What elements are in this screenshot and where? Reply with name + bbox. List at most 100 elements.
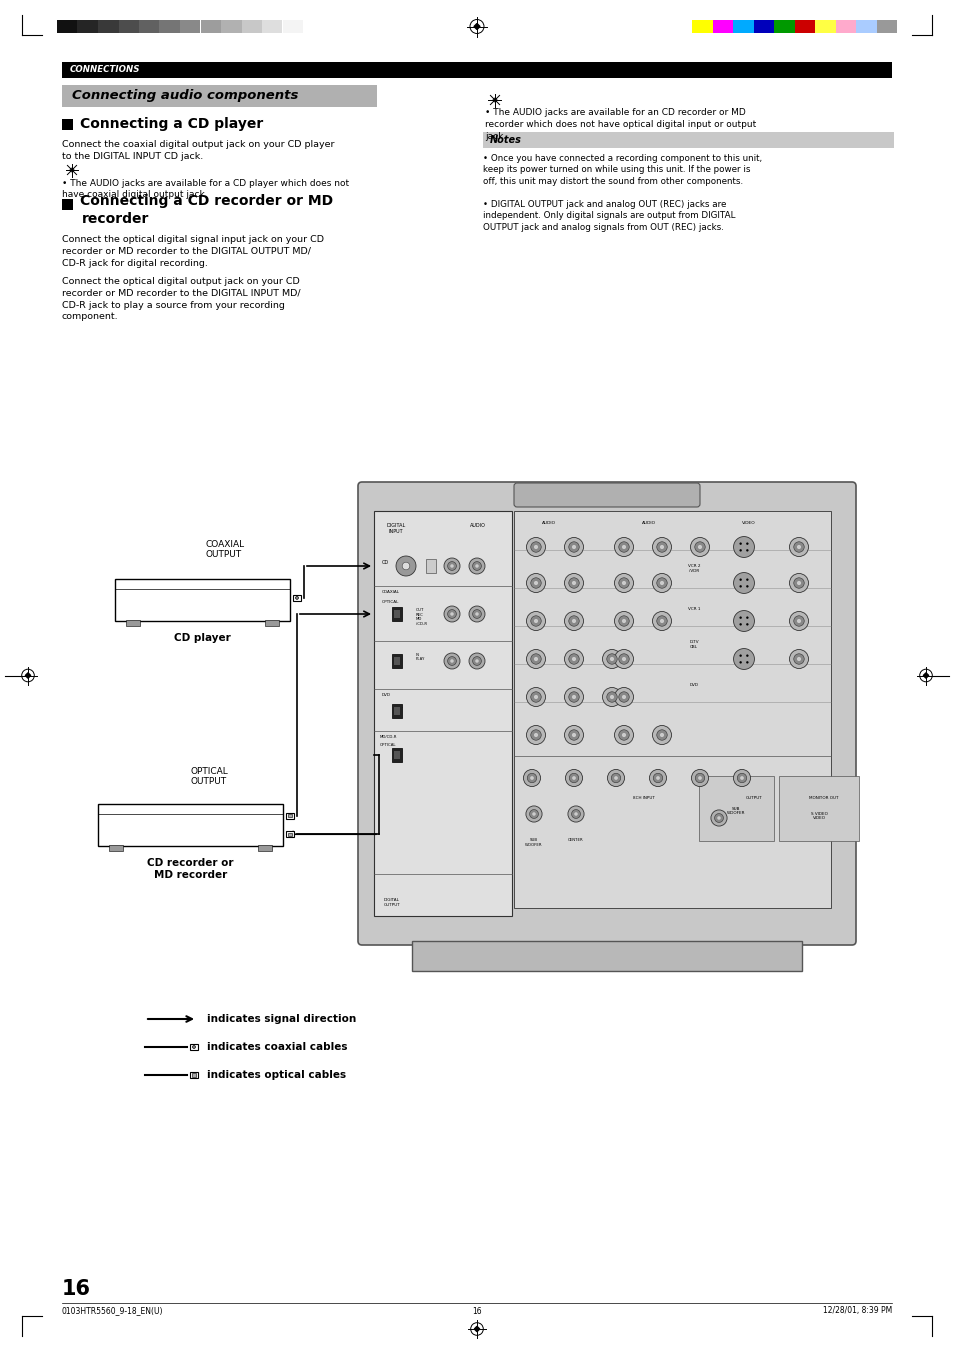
Circle shape [526, 725, 545, 744]
Circle shape [614, 688, 633, 707]
Bar [221, 20, 241, 32]
Bar [374, 511, 512, 916]
Bar [257, 844, 272, 851]
Bar [712, 20, 732, 32]
Circle shape [564, 688, 583, 707]
Text: S VIDEO
VIDEO: S VIDEO VIDEO [810, 812, 826, 820]
Text: indicates coaxial cables: indicates coaxial cables [207, 1042, 347, 1052]
FancyBboxPatch shape [357, 482, 855, 944]
Circle shape [618, 692, 629, 703]
Circle shape [443, 653, 459, 669]
Circle shape [621, 619, 625, 623]
Circle shape [614, 650, 633, 669]
Text: DIGITAL
INPUT: DIGITAL INPUT [386, 523, 405, 534]
Circle shape [534, 694, 537, 698]
Circle shape [475, 659, 478, 663]
Text: D-TV
CBL: D-TV CBL [688, 640, 699, 648]
Circle shape [534, 581, 537, 585]
Circle shape [568, 616, 578, 627]
Circle shape [739, 623, 741, 626]
Circle shape [659, 544, 663, 549]
Circle shape [568, 578, 578, 588]
Bar [426, 559, 436, 573]
Text: Connecting audio components: Connecting audio components [71, 89, 298, 103]
Circle shape [609, 694, 614, 698]
Circle shape [690, 538, 709, 557]
Text: 8CH INPUT: 8CH INPUT [633, 796, 655, 800]
Bar [392, 704, 401, 717]
Circle shape [402, 562, 410, 570]
Bar [139, 20, 159, 32]
Circle shape [618, 730, 629, 740]
Bar [392, 748, 401, 762]
Circle shape [571, 809, 579, 819]
Bar [835, 20, 855, 32]
Circle shape [659, 581, 663, 585]
Bar [412, 942, 801, 971]
Text: IN
PLAY: IN PLAY [416, 653, 425, 661]
Text: AUDIO: AUDIO [641, 521, 656, 526]
Circle shape [733, 648, 754, 670]
Circle shape [447, 609, 456, 619]
Bar [159, 20, 180, 32]
Circle shape [652, 538, 671, 557]
Text: COAXIAL: COAXIAL [381, 590, 399, 594]
Circle shape [574, 812, 578, 816]
Circle shape [469, 653, 484, 669]
Text: recorder: recorder [82, 212, 150, 226]
Bar [286, 831, 294, 838]
Circle shape [793, 542, 803, 553]
Circle shape [740, 775, 743, 780]
Text: SUB
WOOFER: SUB WOOFER [726, 807, 744, 815]
Polygon shape [474, 23, 479, 30]
Circle shape [602, 688, 620, 707]
Circle shape [529, 809, 537, 819]
Circle shape [621, 657, 625, 661]
Circle shape [739, 616, 741, 619]
Text: OPTICAL: OPTICAL [381, 600, 399, 604]
Circle shape [745, 549, 748, 551]
Circle shape [621, 732, 625, 738]
Bar [732, 20, 753, 32]
Text: CONNECTIONS: CONNECTIONS [70, 65, 140, 74]
Circle shape [789, 650, 807, 669]
Circle shape [564, 538, 583, 557]
Polygon shape [923, 673, 927, 678]
Circle shape [739, 654, 741, 657]
Circle shape [652, 612, 671, 631]
Circle shape [450, 565, 454, 567]
Circle shape [395, 557, 416, 576]
Circle shape [534, 732, 537, 738]
Circle shape [530, 654, 540, 665]
Text: SUB
WOOFER: SUB WOOFER [525, 838, 542, 847]
Bar [482, 131, 893, 149]
Circle shape [745, 654, 748, 657]
Circle shape [614, 775, 618, 780]
Circle shape [733, 536, 754, 558]
Text: AUDIO: AUDIO [469, 523, 485, 528]
Bar [192, 1073, 195, 1077]
Text: AUDIO: AUDIO [541, 521, 556, 526]
Bar [62, 62, 891, 78]
Bar [794, 20, 814, 32]
Circle shape [606, 654, 617, 665]
Bar [288, 815, 292, 817]
Circle shape [618, 542, 629, 553]
Circle shape [527, 773, 537, 782]
Circle shape [475, 612, 478, 616]
Circle shape [739, 543, 741, 544]
Circle shape [621, 581, 625, 585]
Text: 16: 16 [472, 1306, 481, 1316]
Circle shape [691, 770, 708, 786]
Text: MD/CD-R: MD/CD-R [379, 735, 397, 739]
Text: OUT
REC
MD
/CD-R: OUT REC MD /CD-R [416, 608, 427, 626]
Circle shape [568, 730, 578, 740]
Text: DVD: DVD [689, 682, 698, 686]
Bar [118, 20, 139, 32]
Text: 0103HTR5560_9-18_EN(U): 0103HTR5560_9-18_EN(U) [62, 1306, 163, 1316]
Circle shape [659, 732, 663, 738]
Bar [190, 1044, 197, 1050]
Bar [392, 654, 401, 667]
Circle shape [569, 773, 578, 782]
Circle shape [614, 612, 633, 631]
